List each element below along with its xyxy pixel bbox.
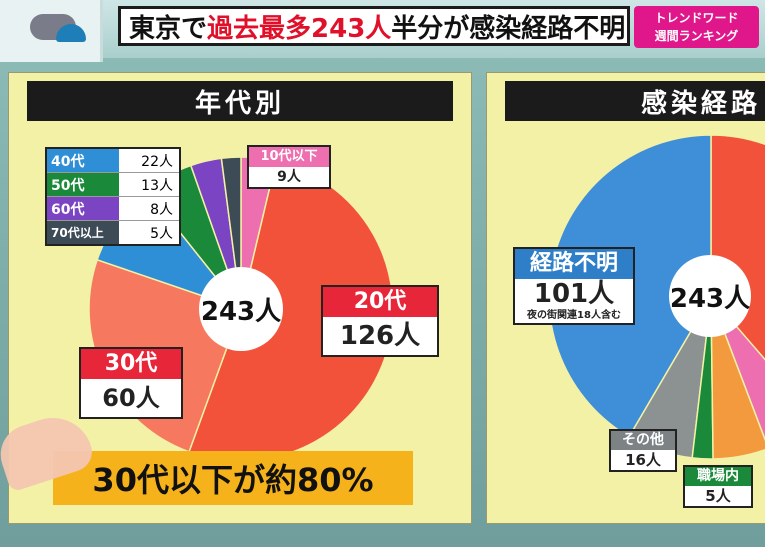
tag-unknown-value: 101人 (533, 279, 615, 309)
tag-other-value: 16人 (625, 451, 661, 469)
trend-line-1: トレンドワード (654, 11, 739, 25)
tag-unknown-label: 経路不明 (515, 249, 633, 279)
route-panel: 感染経路 経路不明 101人 夜の街関連18人含む その他 16人 職場内 5人… (486, 72, 765, 524)
headline-red: 過去最多243人 (207, 13, 392, 44)
age-panel-title: 年代別 (27, 81, 453, 121)
age-panel: 年代別 40代 22人 50代 13人 60代 8人 70代以上 5人 10代以… (8, 72, 472, 524)
legend-label-50s: 50代 (47, 173, 119, 196)
headline: 東京で 過去最多243人 半分が感染経路不明 (118, 6, 630, 46)
trend-badge: トレンドワード 週間ランキング (634, 6, 759, 48)
tag-other: その他 16人 (609, 429, 677, 472)
tag-10s: 10代以下 9人 (247, 145, 331, 189)
legend-value-40s: 22人 (141, 153, 173, 170)
pie-slice-pink (710, 296, 765, 442)
legend-row-60s: 60代 8人 (47, 197, 179, 221)
age-summary: 30代以下が約80% (53, 451, 413, 505)
tag-20s: 20代 126人 (321, 285, 439, 357)
legend-value-60s: 8人 (150, 201, 173, 218)
weather-widget (0, 0, 103, 62)
legend-value-50s: 13人 (141, 177, 173, 194)
tag-10s-value: 9人 (277, 169, 301, 185)
tag-other-label: その他 (611, 431, 675, 450)
tag-30s: 30代 60人 (79, 347, 183, 419)
headline-pre: 東京で (129, 13, 208, 44)
tag-work-label: 職場内 (685, 467, 751, 486)
tag-30s-label: 30代 (81, 349, 181, 379)
top-bar: 東京で 過去最多243人 半分が感染経路不明 トレンドワード 週間ランキング (0, 0, 765, 62)
tag-work: 職場内 5人 (683, 465, 753, 508)
route-panel-title: 感染経路 (505, 81, 765, 121)
legend-row-50s: 50代 13人 (47, 173, 179, 197)
legend-value-70s: 5人 (150, 225, 173, 242)
tag-20s-value: 126人 (339, 321, 421, 351)
trend-line-2: 週間ランキング (654, 29, 739, 43)
age-legend: 40代 22人 50代 13人 60代 8人 70代以上 5人 (45, 147, 181, 246)
tag-30s-value: 60人 (102, 384, 160, 412)
legend-label-70s: 70代以上 (47, 221, 119, 244)
tag-10s-label: 10代以下 (249, 147, 329, 167)
route-center-total: 243人 (669, 255, 751, 337)
tag-20s-label: 20代 (323, 287, 437, 317)
legend-label-60s: 60代 (47, 197, 119, 220)
headline-post: 半分が感染経路不明 (391, 13, 626, 44)
pie-slice-orange (710, 296, 765, 460)
tag-work-value: 5人 (705, 487, 731, 505)
legend-row-40s: 40代 22人 (47, 149, 179, 173)
tag-unknown: 経路不明 101人 夜の街関連18人含む (513, 247, 635, 325)
umbrella-icon (56, 24, 86, 42)
tag-unknown-note: 夜の街関連18人含む (527, 310, 621, 321)
age-center-total: 243人 (199, 267, 283, 351)
legend-label-40s: 40代 (47, 149, 119, 172)
legend-row-70s: 70代以上 5人 (47, 221, 179, 244)
